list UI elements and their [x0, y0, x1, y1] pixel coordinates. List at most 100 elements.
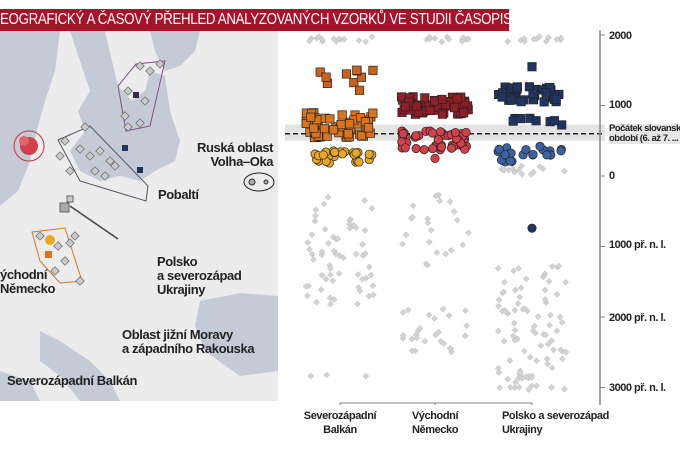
data-point [334, 235, 342, 243]
data-point [356, 287, 364, 295]
data-point [448, 348, 455, 356]
map-sample [100, 171, 110, 181]
data-point [396, 92, 407, 102]
data-point [320, 200, 328, 208]
data-point [404, 306, 412, 314]
data-point [308, 250, 316, 258]
data-point [330, 247, 338, 255]
data-point [361, 250, 369, 257]
data-point [527, 62, 537, 72]
data-point [332, 38, 340, 45]
data-point [337, 149, 348, 159]
data-point [337, 110, 347, 120]
data-point [324, 193, 332, 201]
data-point [511, 306, 519, 314]
data-point [409, 202, 417, 209]
data-point [327, 271, 334, 279]
data-point [318, 271, 326, 279]
data-point [318, 150, 328, 160]
data-point [326, 294, 334, 302]
map-sample [135, 118, 145, 128]
data-point [306, 112, 316, 122]
data-point [346, 224, 354, 232]
data-point [445, 35, 453, 43]
data-point [322, 275, 330, 283]
map-sample [60, 256, 70, 266]
data-point [515, 265, 522, 272]
adriatic-sea [40, 331, 120, 401]
data-point [428, 128, 438, 138]
data-point [510, 267, 517, 275]
data-point [317, 286, 325, 294]
data-point [401, 102, 411, 112]
data-point [352, 65, 362, 75]
map-sample [80, 122, 90, 132]
data-point [323, 371, 331, 379]
data-point [506, 95, 516, 105]
map-sample [85, 151, 95, 161]
data-point [345, 119, 355, 129]
map-sample [155, 59, 165, 69]
data-point [346, 220, 353, 228]
data-point [521, 305, 529, 313]
data-point [399, 332, 407, 339]
data-point [365, 263, 373, 271]
data-point [511, 326, 519, 334]
data-point [551, 94, 561, 104]
data-point [354, 157, 364, 167]
morava-sample [66, 195, 74, 203]
data-point [399, 240, 406, 248]
data-point [368, 65, 378, 75]
data-point [420, 93, 430, 103]
map-sample [105, 156, 115, 166]
data-point [367, 271, 375, 279]
data-point [541, 286, 549, 294]
data-point [304, 239, 311, 246]
nemecko-outline [13, 130, 45, 162]
map-sample [110, 161, 120, 171]
data-point [495, 302, 502, 310]
data-point [343, 129, 353, 139]
data-point [306, 245, 313, 253]
data-point [308, 231, 316, 238]
data-point [411, 347, 419, 355]
data-point [545, 278, 553, 285]
label-vychodni-nemecko: ýchodní Německo [0, 267, 56, 296]
y-tick-label: 1000 [609, 99, 632, 111]
data-point [515, 383, 523, 391]
balkan-outline [31, 227, 83, 284]
data-point [327, 300, 334, 308]
data-point [556, 313, 564, 321]
data-point [321, 225, 329, 233]
data-point [413, 334, 421, 342]
balkan-sample [45, 251, 52, 258]
data-point [412, 101, 422, 111]
data-point [429, 96, 440, 106]
data-point [463, 322, 470, 329]
map-sample [120, 111, 130, 121]
map-sample [140, 96, 150, 106]
volha-oka-sample [248, 178, 256, 186]
morava-sample [59, 202, 70, 213]
map-sample [50, 266, 60, 276]
data-point [315, 67, 325, 77]
data-point [512, 82, 522, 92]
map-sample [65, 166, 75, 176]
data-point [530, 35, 538, 43]
data-point [364, 149, 374, 159]
data-point [497, 92, 507, 102]
data-point [359, 275, 366, 283]
data-point [409, 213, 416, 221]
data-point [562, 278, 569, 286]
label-morava: Oblast jižní Moravy a západního Rakouska [122, 327, 255, 356]
data-point [335, 270, 343, 277]
data-point [312, 206, 320, 214]
data-point [315, 33, 323, 41]
data-point [501, 278, 508, 286]
data-point [559, 355, 566, 363]
data-point [435, 127, 446, 137]
data-point [438, 38, 446, 46]
data-point [306, 37, 313, 45]
data-point [359, 241, 366, 248]
map [0, 31, 278, 401]
